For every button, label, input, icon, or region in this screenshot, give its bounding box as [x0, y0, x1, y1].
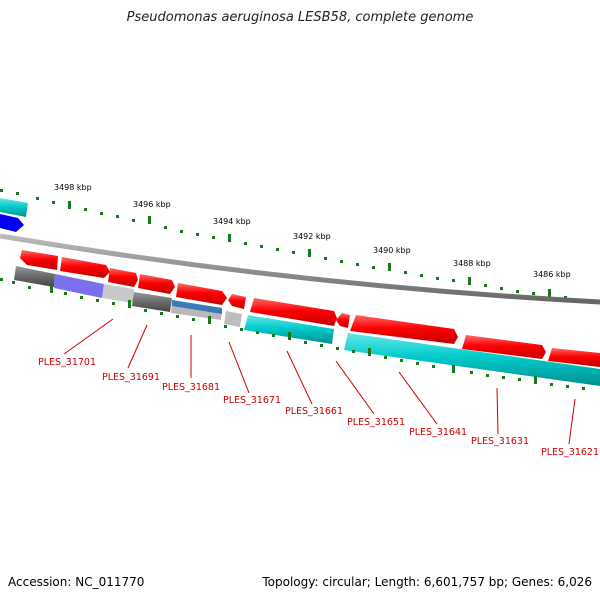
forward-gene[interactable] — [20, 250, 58, 270]
pseudogene[interactable] — [132, 292, 172, 312]
reverse-strand-genes — [14, 266, 600, 386]
pseudogene-blue[interactable] — [172, 300, 222, 314]
gene-label[interactable]: PLES_31671 — [223, 395, 281, 406]
forward-gene[interactable] — [228, 294, 246, 309]
tick-label: 3498 kbp — [54, 183, 92, 192]
label-leaders — [63, 318, 576, 445]
accession-text: Accession: NC_011770 — [8, 575, 145, 589]
forward-gene[interactable] — [548, 348, 600, 367]
gene-label[interactable]: PLES_31641 — [409, 427, 467, 438]
rna-gene-partial[interactable] — [0, 214, 24, 232]
gene-label[interactable]: PLES_31631 — [471, 436, 529, 447]
scale-labels: 3498 kbp 3496 kbp 3494 kbp 3492 kbp 3490… — [54, 183, 571, 279]
pseudogene-light[interactable] — [224, 311, 242, 327]
forward-gene[interactable] — [336, 313, 350, 328]
forward-gene[interactable] — [60, 257, 110, 278]
tick-label: 3490 kbp — [373, 246, 411, 255]
gene-label[interactable]: PLES_31661 — [285, 406, 343, 417]
tick-label: 3494 kbp — [213, 217, 251, 226]
pseudogene[interactable] — [14, 266, 55, 287]
gene-label[interactable]: PLES_31691 — [102, 372, 160, 383]
gene-label[interactable]: PLES_31681 — [162, 382, 220, 393]
gene-label[interactable]: PLES_31621 — [541, 447, 599, 458]
genome-backbone — [0, 233, 600, 305]
pseudogene-light[interactable] — [102, 284, 134, 303]
forward-strand-genes — [20, 250, 600, 367]
gene-label[interactable]: PLES_31651 — [347, 417, 405, 428]
gene-label[interactable]: PLES_31701 — [38, 357, 96, 368]
tick-label: 3488 kbp — [453, 259, 491, 268]
inner-scale-ticks — [0, 278, 585, 390]
tick-label: 3486 kbp — [533, 270, 571, 279]
pseudogene-purple[interactable] — [54, 274, 104, 298]
reverse-gene[interactable] — [344, 333, 600, 386]
forward-gene[interactable] — [250, 298, 337, 326]
reverse-gene-partial[interactable] — [0, 198, 28, 217]
reverse-gene[interactable] — [244, 315, 334, 344]
forward-gene[interactable] — [176, 283, 227, 305]
topology-text: Topology: circular; Length: 6,601,757 bp… — [262, 575, 592, 589]
forward-gene[interactable] — [108, 268, 138, 287]
tick-label: 3496 kbp — [133, 200, 171, 209]
forward-gene[interactable] — [462, 335, 546, 359]
gene-labels: PLES_31701 PLES_31691 PLES_31681 PLES_31… — [38, 357, 599, 458]
genome-title: Pseudomonas aeruginosa LESB58, complete … — [126, 10, 474, 25]
forward-gene[interactable] — [138, 274, 175, 294]
tick-label: 3492 kbp — [293, 232, 331, 241]
forward-gene[interactable] — [350, 315, 458, 344]
